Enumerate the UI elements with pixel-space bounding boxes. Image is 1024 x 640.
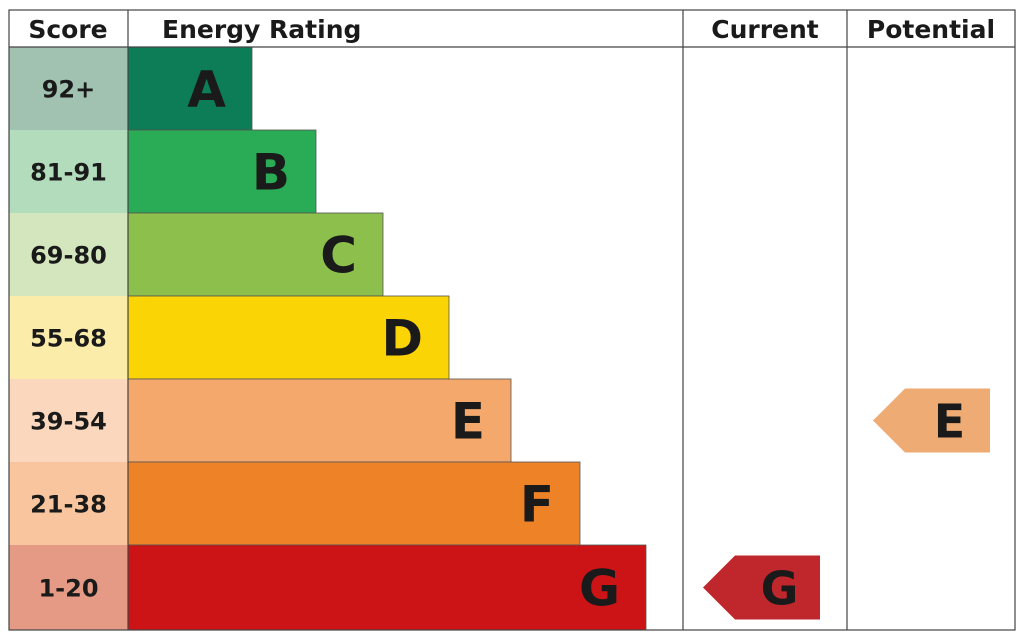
score-header: Score [28, 15, 107, 44]
grid-lines [8, 9, 1016, 631]
bands-layer: 92+ A 81-91 B 69-80 C 55-68 D 39-54 E 21-38 F 1-20 G [9, 46, 647, 631]
score-range-e: 39-54 [30, 408, 107, 436]
band-letter-b: B [252, 144, 290, 202]
band-bar-g [127, 544, 647, 631]
band-letter-g: G [579, 560, 620, 618]
band-letter-f: F [520, 476, 554, 534]
score-cell-a [9, 47, 128, 130]
score-cell-e [9, 379, 128, 462]
energy-rating-header: Energy Rating [162, 15, 361, 44]
band-bar-b [127, 129, 317, 214]
band-bar-d [127, 295, 450, 380]
potential-rating-letter: E [934, 395, 965, 449]
score-range-f: 21-38 [30, 491, 107, 519]
potential-header: Potential [867, 15, 995, 44]
band-letter-a: A [187, 61, 226, 119]
score-cell-g [9, 545, 128, 630]
current-header: Current [711, 15, 819, 44]
score-range-c: 69-80 [30, 242, 107, 270]
score-range-b: 81-91 [30, 159, 107, 187]
arrows-layer: GE [703, 388, 990, 620]
band-letter-c: C [320, 227, 357, 285]
band-bar-a [127, 46, 253, 131]
score-cell-c [9, 213, 128, 296]
band-bar-f [127, 461, 581, 546]
current-rating-arrow [703, 555, 820, 620]
potential-rating-arrow [873, 388, 990, 453]
score-range-a: 92+ [42, 76, 96, 104]
score-range-d: 55-68 [30, 325, 107, 353]
score-cell-b [9, 130, 128, 213]
band-letter-d: D [381, 310, 423, 368]
current-rating-letter: G [761, 562, 799, 616]
band-bar-e [127, 378, 512, 463]
score-cell-d [9, 296, 128, 379]
score-range-g: 1-20 [38, 575, 98, 603]
score-cell-f [9, 462, 128, 545]
band-letter-e: E [451, 393, 485, 451]
